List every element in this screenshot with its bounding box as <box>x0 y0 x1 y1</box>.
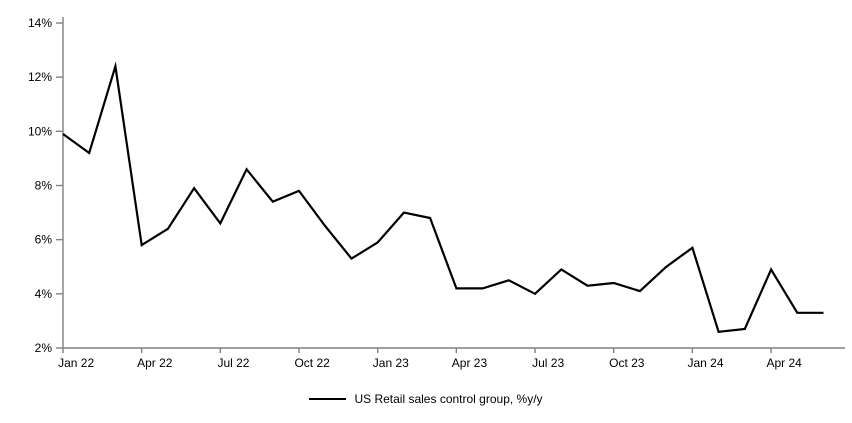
x-axis-tick-label: Jul 22 <box>217 356 249 370</box>
chart-legend: US Retail sales control group, %y/y <box>0 392 852 406</box>
x-axis-tick-label: Jul 23 <box>532 356 564 370</box>
x-axis-tick-label: Apr 22 <box>137 356 173 370</box>
legend-line-marker-icon <box>309 398 347 400</box>
x-axis-tick-label: Oct 22 <box>294 356 330 370</box>
x-axis-tick-label: Apr 23 <box>452 356 488 370</box>
y-axis-tick-label: 12% <box>28 70 52 84</box>
x-axis-tick-label: Oct 23 <box>609 356 645 370</box>
y-axis-tick-label: 10% <box>28 124 52 138</box>
y-axis-tick-label: 8% <box>35 179 53 193</box>
x-axis-tick-label: Jan 23 <box>373 356 409 370</box>
series-line-us-retail-control-group <box>62 61 824 333</box>
x-axis-tick-label: Jan 24 <box>687 356 723 370</box>
x-axis-tick-label: Jan 22 <box>58 356 94 370</box>
y-axis-tick-label: 2% <box>35 341 53 355</box>
y-axis-tick-label: 4% <box>35 287 53 301</box>
x-axis-tick-label: Apr 24 <box>766 356 802 370</box>
y-axis-tick-label: 14% <box>28 16 52 30</box>
y-axis-tick-label: 6% <box>35 233 53 247</box>
legend-series-label: US Retail sales control group, %y/y <box>354 392 543 406</box>
